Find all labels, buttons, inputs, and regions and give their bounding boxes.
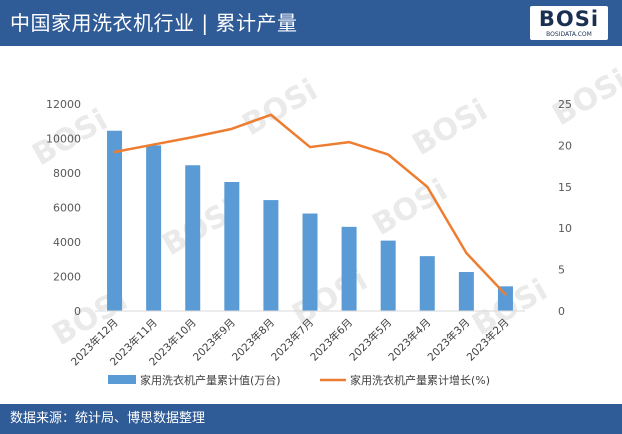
- chart-area: BOSiBOSiBOSiBOSiBOSiBOSiBOSiBOSiBOSi 020…: [0, 46, 622, 404]
- y-right-tick-label: 10: [558, 222, 572, 235]
- header-bar: 中国家用洗衣机行业 | 累计产量 BOSi BOSIDATA.COM: [0, 0, 622, 46]
- y-right-tick-label: 20: [558, 139, 572, 152]
- legend-bar-swatch: [108, 375, 136, 384]
- y-right-tick-label: 25: [558, 98, 572, 111]
- page-title: 中国家用洗衣机行业 | 累计产量: [10, 11, 298, 35]
- logo-domain: BOSIDATA.COM: [546, 31, 592, 38]
- watermark-logo: BOSi: [237, 72, 324, 142]
- bar: [458, 272, 474, 311]
- bar: [302, 213, 318, 311]
- bar: [341, 226, 357, 311]
- y-left-tick-label: 2000: [53, 271, 81, 284]
- bar-series: [107, 130, 513, 311]
- chart-legend: 家用洗衣机产量累计值(万台) 家用洗衣机产量累计增长(%): [108, 373, 490, 387]
- bar: [146, 145, 162, 311]
- watermark-logo: BOSi: [407, 92, 494, 162]
- y-right-tick-label: 5: [558, 264, 565, 277]
- bar: [380, 240, 396, 311]
- line-series: [113, 113, 507, 296]
- y-left-tick-label: 4000: [53, 236, 81, 249]
- y-left-tick-label: 0: [74, 305, 81, 318]
- y-left-tick-label: 10000: [46, 133, 81, 146]
- left-axis: 0 2000 4000 6000 8000 10000 12000: [46, 98, 81, 318]
- bar: [263, 200, 279, 311]
- brand-logo: BOSi BOSIDATA.COM: [530, 6, 608, 40]
- legend-line-label: 家用洗衣机产量累计增长(%): [350, 373, 490, 387]
- bar: [497, 286, 513, 311]
- footer-bar: 数据来源：统计局、博思数据整理: [0, 404, 622, 434]
- legend-bar-label: 家用洗衣机产量累计值(万台): [140, 373, 281, 387]
- bar: [419, 256, 435, 311]
- y-left-tick-label: 12000: [46, 98, 81, 111]
- y-left-tick-label: 6000: [53, 202, 81, 215]
- bar: [107, 130, 123, 311]
- data-source-note: 数据来源：统计局、博思数据整理: [10, 411, 206, 426]
- watermark-logo: BOSi: [287, 262, 374, 332]
- right-axis: 0 5 10 15 20 25: [558, 98, 572, 318]
- y-right-tick-label: 0: [558, 305, 565, 318]
- y-right-tick-label: 15: [558, 181, 572, 194]
- bar: [185, 165, 201, 311]
- bar: [224, 181, 240, 311]
- growth-line: [113, 113, 507, 296]
- combo-chart: BOSiBOSiBOSiBOSiBOSiBOSiBOSiBOSiBOSi 020…: [27, 62, 622, 387]
- y-left-tick-label: 8000: [53, 167, 81, 180]
- logo-wordmark: BOSi: [538, 7, 600, 31]
